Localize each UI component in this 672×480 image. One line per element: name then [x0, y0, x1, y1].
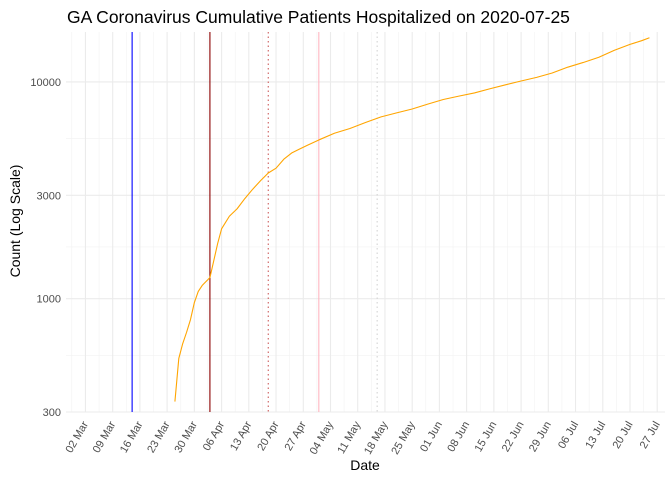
y-axis-title: Count (Log Scale) [7, 165, 23, 278]
y-axis-ticks: 300 1000 3000 10000 [30, 77, 61, 419]
chart-title: GA Coronavirus Cumulative Patients Hospi… [67, 7, 570, 27]
minor-gridlines [66, 32, 665, 412]
reference-lines [131, 32, 378, 412]
y-tick-label: 300 [43, 407, 61, 419]
series-line [174, 37, 650, 402]
y-tick-label: 10000 [30, 77, 61, 89]
series-lines [174, 37, 650, 402]
y-tick-label: 1000 [37, 294, 61, 306]
x-axis-title: Date [350, 457, 380, 473]
y-tick-label: 3000 [37, 190, 61, 202]
major-gridlines [66, 32, 665, 413]
